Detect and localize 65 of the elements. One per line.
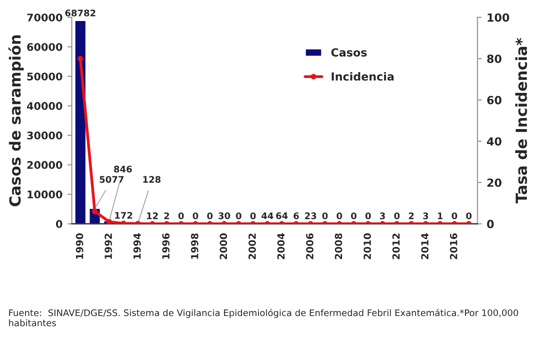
data-label: 0 [192, 212, 198, 220]
y2-tick-label: 80 [487, 54, 502, 64]
x-tick-label: 1992 [104, 234, 112, 259]
x-tick-label: 2000 [220, 233, 228, 260]
data-label: 0 [336, 212, 342, 220]
x-tick-label: 2016 [450, 233, 458, 260]
data-label: 0 [351, 212, 356, 220]
data-label: 30 [218, 212, 230, 220]
x-tick-label: 2002 [248, 234, 256, 260]
point [78, 56, 84, 62]
data-label: 23 [305, 212, 316, 220]
x-tick-label: 2010 [364, 233, 371, 260]
data-label: 0 [236, 212, 242, 220]
data-label: 68782 [65, 10, 96, 16]
y2-tick-label: 40 [487, 137, 502, 146]
x-tick-label: 1990 [76, 233, 84, 259]
data-label: 0 [452, 212, 458, 220]
data-label: 6 [294, 212, 299, 220]
x-tick-label: 2008 [334, 233, 342, 260]
y2-tick-label: 100 [488, 13, 510, 22]
point [106, 218, 112, 224]
x-tick-label: 1994 [133, 233, 141, 259]
y2-axis-title: Tasa de Incidencia* [515, 38, 528, 204]
data-label: 0 [322, 212, 328, 220]
data-label: 172 [115, 212, 132, 219]
y2-tick-label: 60 [487, 96, 502, 104]
y-tick-label: 50000 [27, 72, 62, 80]
bar [75, 20, 86, 224]
x-tick-label: 2004 [277, 233, 285, 260]
point [92, 208, 98, 214]
data-label: 0 [207, 212, 213, 220]
y-tick-label: 0 [56, 220, 62, 228]
y-tick-label: 10000 [28, 190, 62, 198]
y2-tick-label: 0 [487, 220, 494, 228]
legend-label: Incidencia [332, 72, 394, 81]
y-tick-label: 40000 [26, 102, 62, 110]
data-label: 0 [466, 212, 472, 220]
data-label: 2 [408, 212, 414, 220]
x-tick-label: 1996 [162, 233, 170, 259]
y-tick-label: 70000 [27, 14, 62, 22]
data-label: 0 [394, 212, 400, 220]
data-label: 846 [114, 166, 132, 173]
data-label: 0 [250, 212, 256, 220]
y2-tick-label: 20 [487, 178, 502, 187]
data-label: 2 [164, 212, 170, 220]
x-tick-label: 1998 [190, 233, 198, 259]
x-tick-label: 2014 [421, 233, 429, 260]
y-tick-label: 30000 [27, 132, 62, 140]
data-label: 0 [178, 212, 184, 220]
data-label: 3 [380, 212, 385, 220]
data-label: 0 [365, 212, 371, 220]
data-label: 12 [147, 212, 158, 220]
x-tick-label: 2006 [306, 233, 314, 260]
legend-label: Casos [331, 48, 367, 57]
source-note: Fuente: SINAVE/DGE/SS. Sistema de Vigilancia Epidemiológica de Enfermedad Febril Exantemática.*Por 100,000 habitantes [9, 308, 518, 326]
y-tick-label: 20000 [27, 161, 62, 169]
x-tick-label: 2012 [392, 234, 400, 260]
data-label: 44 [262, 212, 274, 220]
data-label: 3 [423, 212, 428, 220]
data-label: 64 [276, 212, 288, 220]
y-axis-title: Casos de sarampión [8, 35, 24, 206]
data-label: 1 [438, 212, 443, 220]
data-label: 128 [143, 176, 161, 183]
data-label: 5077 [100, 176, 124, 183]
y-tick-label: 60000 [27, 43, 62, 51]
